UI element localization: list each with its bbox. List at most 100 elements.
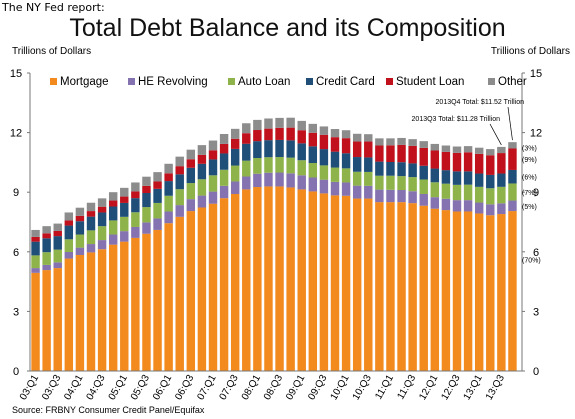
bar-segment-he-revolving bbox=[375, 189, 384, 203]
bar-segment-he-revolving bbox=[230, 181, 240, 194]
annotations-layer: 2013Q4 Total: $11.52 Trillion 2013Q3 Tota… bbox=[412, 99, 541, 265]
bar-segment-other bbox=[330, 129, 340, 138]
bar-segment-auto-loan bbox=[264, 157, 273, 173]
bar-segment-other bbox=[275, 117, 284, 128]
bar-segment-mortgage bbox=[219, 198, 229, 371]
bar-segment-other bbox=[42, 226, 51, 234]
y-axis-label-right: Trillions of Dollars bbox=[490, 46, 570, 57]
bar-segment-student-loan bbox=[108, 200, 118, 207]
bar-segment-mortgage bbox=[486, 215, 495, 371]
legend: Mortgage HE Revolving Auto Loan Credit Card… bbox=[50, 76, 527, 88]
bar-segment-auto-loan bbox=[352, 171, 362, 186]
bar-segment-mortgage bbox=[286, 187, 295, 371]
bar-segment-student-loan bbox=[397, 144, 406, 163]
bar-segment-credit-card bbox=[319, 149, 329, 166]
bar-segment-mortgage bbox=[463, 211, 473, 371]
bar-segment-mortgage bbox=[386, 202, 395, 371]
bar-segment-student-loan bbox=[286, 127, 295, 141]
bar-segment-student-loan bbox=[208, 150, 218, 160]
bar-segment-student-loan bbox=[308, 132, 318, 147]
y-tick-label-right: 6 bbox=[533, 247, 539, 259]
bar-segment-he-revolving bbox=[386, 189, 395, 203]
bar-segment-he-revolving bbox=[208, 191, 218, 204]
bar-segment-other bbox=[474, 147, 484, 154]
bar-segment-he-revolving bbox=[242, 176, 251, 190]
bar-segment-he-revolving bbox=[31, 268, 40, 273]
bar-segment-auto-loan bbox=[441, 183, 451, 199]
legend-entry: Student Loan bbox=[396, 76, 464, 88]
bar-segment-student-loan bbox=[375, 145, 384, 162]
bar-segment-mortgage bbox=[352, 198, 362, 371]
bar-segment-student-loan bbox=[319, 134, 329, 150]
bar-segment-he-revolving bbox=[330, 181, 340, 196]
bar-segment-student-loan bbox=[419, 147, 428, 166]
bar-segment-auto-loan bbox=[186, 183, 196, 200]
bar-segment-student-loan bbox=[164, 173, 173, 182]
bar-segment-student-loan bbox=[297, 130, 306, 144]
bar-segment-auto-loan bbox=[131, 212, 140, 227]
bar-segment-mortgage bbox=[131, 237, 140, 371]
legend-entry: Auto Loan bbox=[238, 76, 290, 88]
bar-segment-other bbox=[397, 137, 406, 145]
bar-segment-he-revolving bbox=[397, 190, 406, 203]
bar-segment-mortgage bbox=[142, 233, 151, 371]
bar-segment-other bbox=[486, 149, 495, 156]
bar-segment-mortgage bbox=[408, 203, 417, 371]
chart-title: Total Debt Balance and its Composition bbox=[69, 14, 506, 42]
bar-segment-other bbox=[297, 120, 306, 131]
bar-segment-other bbox=[419, 141, 428, 148]
y-tick-label-right: 3 bbox=[533, 306, 539, 318]
bar-segment-auto-loan bbox=[230, 165, 240, 182]
bar-segment-mortgage bbox=[308, 191, 318, 371]
bar-segment-student-loan bbox=[153, 181, 162, 189]
bar-segment-he-revolving bbox=[364, 185, 373, 199]
bar-segment-student-loan bbox=[97, 206, 107, 213]
bar-segment-other bbox=[253, 119, 262, 131]
bar-segment-he-revolving bbox=[430, 197, 440, 209]
bar-segment-other bbox=[308, 123, 318, 133]
bar-segment-other bbox=[108, 192, 118, 201]
bar-segment-credit-card bbox=[286, 140, 295, 158]
annotation-2013q3: 2013Q3 Total: $11.28 Trillion bbox=[412, 116, 501, 123]
x-tick-label: 03:Q3 bbox=[40, 373, 63, 402]
bar-segment-other bbox=[120, 187, 129, 197]
bar-segment-other bbox=[341, 130, 351, 139]
bar-segment-he-revolving bbox=[352, 185, 362, 199]
bar-segment-credit-card bbox=[375, 161, 384, 176]
bar-segment-other bbox=[508, 142, 517, 149]
bar-segment-other bbox=[352, 133, 362, 142]
bar-segment-credit-card bbox=[230, 148, 240, 166]
bar-segment-credit-card bbox=[430, 168, 440, 183]
bar-segment-auto-loan bbox=[430, 182, 440, 198]
bar-segment-other bbox=[97, 198, 107, 207]
x-tick-label: 08:Q1 bbox=[240, 373, 263, 402]
bar-segment-student-loan bbox=[352, 141, 362, 158]
bar-segment-mortgage bbox=[120, 241, 129, 371]
legend-swatch bbox=[228, 78, 235, 85]
x-tick-label: 06:Q3 bbox=[173, 373, 196, 402]
bar-segment-he-revolving bbox=[142, 222, 151, 234]
share-label: (5%) bbox=[522, 204, 537, 211]
bar-segment-credit-card bbox=[352, 157, 362, 172]
x-tick-label: 05:Q3 bbox=[129, 373, 152, 402]
bar-segment-auto-loan bbox=[375, 175, 384, 190]
bar-segment-auto-loan bbox=[497, 186, 506, 204]
bar-segment-he-revolving bbox=[408, 191, 417, 204]
bar-segment-student-loan bbox=[131, 191, 140, 199]
bar-segment-other bbox=[230, 128, 240, 139]
bar-segment-student-loan bbox=[441, 151, 451, 171]
bar-segment-mortgage bbox=[341, 195, 351, 371]
bar-segment-credit-card bbox=[419, 165, 428, 180]
bar-segment-student-loan bbox=[42, 233, 51, 239]
bar-segment-mortgage bbox=[297, 189, 306, 371]
bar-segment-credit-card bbox=[142, 192, 151, 208]
bar-segment-he-revolving bbox=[42, 264, 51, 271]
legend-entry: HE Revolving bbox=[138, 76, 208, 88]
bar-segment-student-loan bbox=[175, 166, 184, 175]
bar-segment-credit-card bbox=[75, 221, 85, 235]
x-tick-label: 04:Q1 bbox=[62, 373, 85, 402]
bar-segment-credit-card bbox=[131, 198, 140, 213]
bar-segment-credit-card bbox=[408, 163, 417, 178]
bar-segment-he-revolving bbox=[64, 252, 74, 259]
bar-segment-student-loan bbox=[386, 145, 395, 162]
